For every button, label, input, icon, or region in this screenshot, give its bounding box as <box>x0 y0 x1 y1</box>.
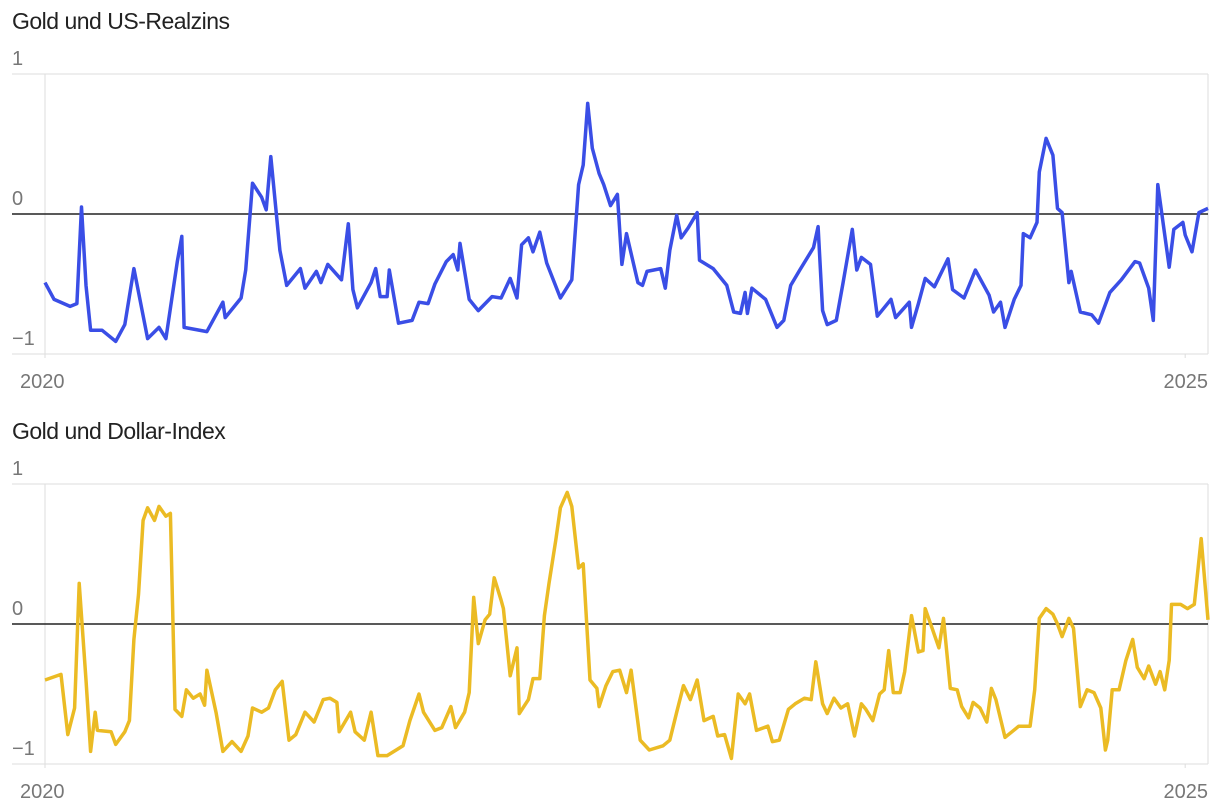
chart-title: Gold und Dollar-Index <box>12 418 226 444</box>
data-line <box>44 490 1210 761</box>
chart-title: Gold und US-Realzins <box>12 8 230 34</box>
x-tick-label: 2025 <box>1164 371 1209 393</box>
data-line <box>43 101 1209 344</box>
y-tick-label: 1 <box>12 48 23 70</box>
y-tick-label: 0 <box>12 598 23 620</box>
y-tick-label: −1 <box>12 738 35 760</box>
x-tick-label: 2020 <box>20 781 65 803</box>
x-tick-label: 2025 <box>1164 781 1209 803</box>
y-tick-label: 0 <box>12 188 23 210</box>
y-tick-label: −1 <box>12 328 35 350</box>
y-tick-label: 1 <box>12 458 23 480</box>
x-tick-label: 2020 <box>20 371 65 393</box>
